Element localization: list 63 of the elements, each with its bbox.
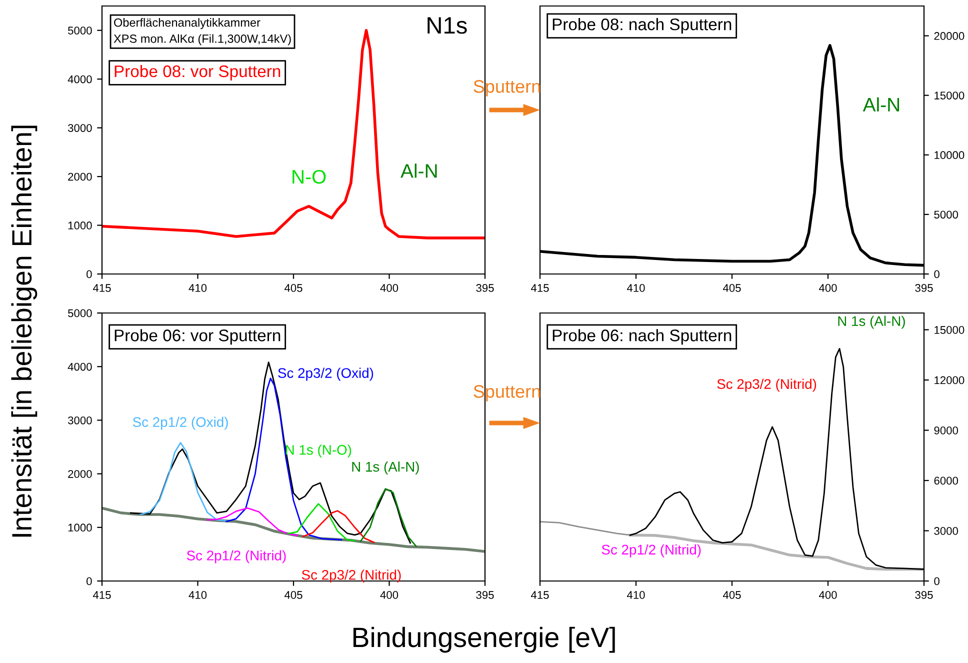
y-tick-label: 5000 [68,26,92,34]
x-tick-label: 415 [530,284,549,292]
x-tick-label: 400 [380,284,398,292]
x-tick-label: 395 [476,284,494,292]
x-tick-label: 395 [915,591,933,599]
x-tick-label: 410 [188,591,207,599]
y-tick-label: 0 [934,270,940,278]
series-label: Sc 2p3/2 (Oxid) [278,368,374,381]
y-tick-label: 2000 [68,172,92,181]
series-label: Sc 2p1/2 (Oxid) [132,416,228,430]
y-tick-label: 1000 [68,222,92,230]
y-tick-label: 12000 [934,376,964,384]
y-tick-label: 5000 [68,309,92,318]
x-tick-label: 400 [818,591,837,599]
x-tick-label: 395 [476,591,494,599]
annotation: Al-N [862,97,900,112]
x-tick-label: 395 [915,284,933,292]
y-tick-label: 0 [86,270,92,278]
x-tick-label: 410 [188,284,207,292]
x-tick-label: 405 [284,591,302,599]
x-tick-label: 400 [818,284,837,292]
y-tick-label: 4000 [68,362,92,371]
text: N 1s (N-O) [286,444,352,458]
y-tick-label: 15000 [934,92,964,100]
x-tick-label: 405 [722,591,741,599]
y-tick-label: 1000 [68,524,92,532]
y-tick-label: 5000 [934,210,958,219]
y-axis-title: Intensität [in beliebigen Einheiten] [11,126,38,537]
y-tick-label: 3000 [68,124,92,132]
y-tick-label: 2000 [68,470,92,478]
text: Sc 2p3/2 (Nitrid) [302,570,401,583]
annotation: Probe 06: vor Sputtern [114,329,280,345]
y-tick-label: 4000 [68,75,92,84]
annotation: Sc 2p1/2 (Nitrid) [602,544,701,558]
y-tick-label: 0 [86,577,92,586]
annotation: Al-N [400,164,437,178]
x-tick-label: 400 [380,591,398,599]
x-tick-label: 405 [284,284,302,292]
annotation: N 1s (Al-N) [838,316,905,329]
y-tick-label: 20000 [934,32,964,40]
x-tick-label: 405 [722,284,741,292]
annotation: Probe 08: vor Sputtern [114,64,280,80]
x-tick-label: 415 [92,284,111,292]
annotation: Probe 06: nach Sputtern [552,329,732,345]
x-tick-label: 415 [530,591,549,599]
x-tick-label: 415 [92,591,111,599]
y-tick-label: 3000 [934,527,958,535]
annotation: Probe 08: nach Sputtern [552,18,732,34]
x-tick-label: 410 [626,284,645,292]
y-tick-label: 15000 [934,326,964,334]
series-label: N 1s (Al-N) [352,462,419,474]
chart-title: N1s [428,17,467,34]
annotation: Oberflächenanalytikkammer XPS mon. AlKα (Fil.1,300W,14kV) [114,18,291,46]
y-tick-label: 6000 [934,476,958,485]
y-tick-label: 9000 [934,426,958,434]
annotation: N-O [292,170,326,184]
y-tick-label: 3000 [68,416,92,424]
annotation: Sc 2p3/2 (Nitrid) [717,378,816,392]
series-label: Sc 2p1/2 (Nitrid) [186,550,286,564]
y-tick-label: 0 [934,577,940,586]
y-tick-label: 10000 [934,151,964,160]
x-tick-label: 410 [626,591,645,599]
x-axis-title: Bindungsenergie [eV] [353,626,615,653]
